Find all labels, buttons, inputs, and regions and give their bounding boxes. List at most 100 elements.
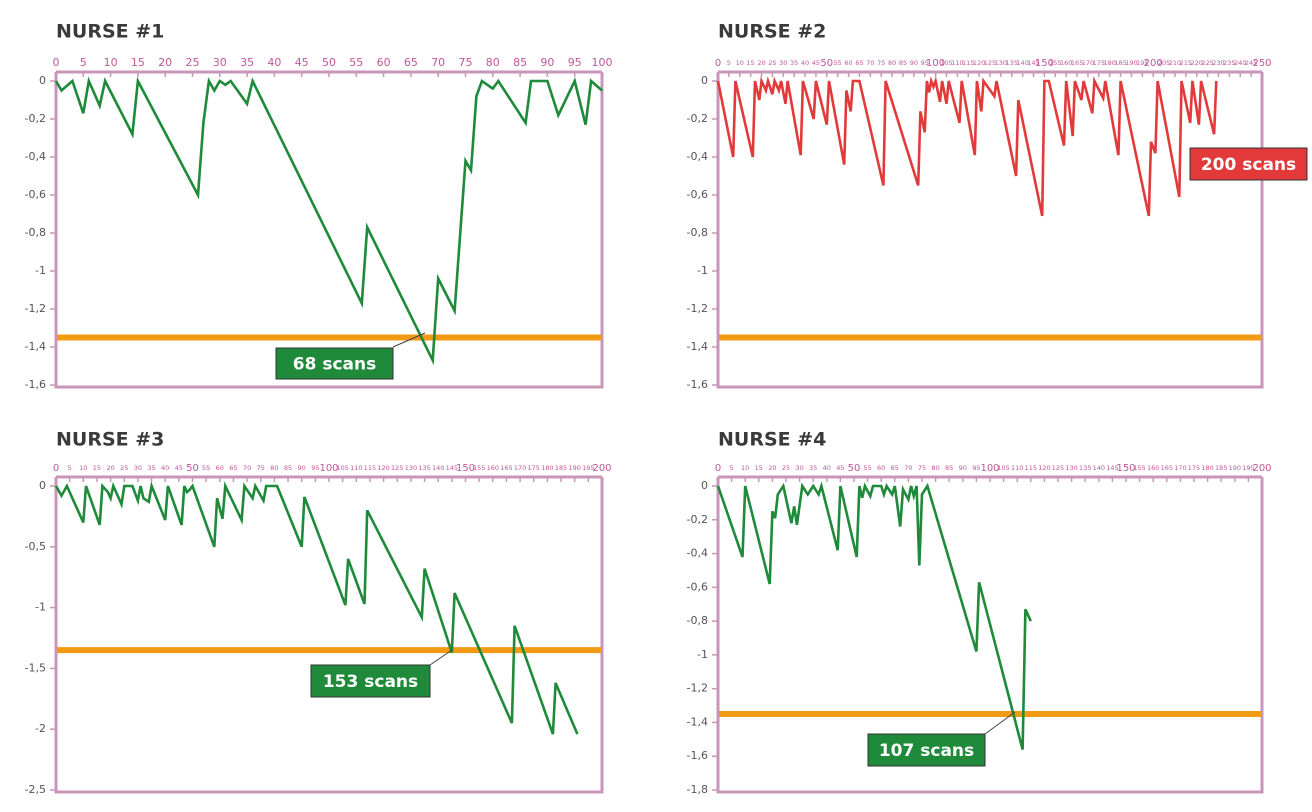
chart-title: NURSE #3 [56,429,164,451]
x-tick-label: 10 [741,464,749,472]
y-tick-label: 0 [39,74,46,87]
plot-frame [54,477,604,794]
annotation-leader [429,649,453,666]
x-tick-label: 115 [1025,464,1037,472]
x-tick-label: 110 [350,464,362,472]
x-tick-label: 80 [931,464,939,472]
x-tick-label: 125 [391,464,403,472]
x-tick-label: 180 [1103,59,1115,67]
x-tick-label: 165 [1161,464,1173,472]
x-tick-label: 10 [104,56,118,69]
x-tick-label: 40 [161,464,169,472]
x-tick-label: 50 [848,463,861,474]
x-tick-label: 15 [93,464,101,472]
chart: NURSE #3 0 5 10 15 20 25 30 35 40 45 50 55 60 65 70 75 80… [25,429,612,797]
x-tick-label: 155 [1049,59,1061,67]
data-line [54,481,579,735]
x-tick-label: 60 [377,56,391,69]
x-tick-label: 90 [540,56,554,69]
x-tick-label: 110 [1011,464,1023,472]
x-tick-label: 40 [801,59,809,67]
x-tick-label: 150 [1035,58,1054,69]
x-tick-label: 45 [295,56,309,69]
x-tick-label: 120 [1038,464,1050,472]
y-tick-label: -0,2 [687,513,708,526]
x-tick-label: 215 [1180,59,1192,67]
y-tick-label: -2 [35,722,46,735]
x-tick-label: 125 [1052,464,1064,472]
y-tick-label: -0,2 [25,112,46,125]
x-tick-label: 80 [486,56,500,69]
x-tick-label: 170 [514,464,526,472]
x-tick-label: 165 [500,464,512,472]
x-tick-label: 25 [768,59,776,67]
x-tick-label: 50 [322,56,336,69]
x-tick-label: 160 [1147,464,1159,472]
x-tick-label: 0 [715,463,721,474]
x-tick-label: 130 [1065,464,1077,472]
annotation-box [1189,147,1308,181]
plot-frame [716,477,1264,794]
x-tick-label: 40 [267,56,281,69]
x-tick-label: 75 [459,56,473,69]
x-tick-label: 50 [186,463,199,474]
x-tick-label: 170 [1082,59,1094,67]
x-tick-label: 115 [962,59,974,67]
x-tick-label: 55 [202,464,210,472]
x-tick-label: 180 [1201,464,1213,472]
x-tick-label: 170 [1174,464,1186,472]
x-tick-label: 10 [79,464,87,472]
x-tick-label: 95 [568,56,582,69]
x-tick-label: 105 [336,464,348,472]
data-line [716,76,1218,217]
x-tick-label: 140 [1093,464,1105,472]
x-tick-label: 70 [243,464,251,472]
y-tick-label: -1 [35,601,46,614]
x-tick-label: 155 [473,464,485,472]
x-tick-label: 5 [80,56,87,69]
y-tick-label: -1,2 [25,302,46,315]
chart: NURSE #20 5 10 15 20 25 30 35 40 45 50 55 60 65 70 75 80… [687,21,1308,391]
x-tick-label: 135 [1079,464,1091,472]
annotation-box [867,733,986,767]
y-tick-label: -0,6 [687,188,708,201]
x-tick-label: 20 [106,464,114,472]
x-tick-label: 250 [1252,58,1271,69]
x-tick-label: 5 [68,464,72,472]
x-tick-label: 100 [926,58,945,69]
data-line [716,481,1032,750]
y-tick-label: -0,6 [25,188,46,201]
x-tick-label: 200 [592,463,611,474]
x-tick-label: 25 [120,464,128,472]
y-tick-label: -0,8 [687,614,708,627]
x-tick-label: 185 [1215,464,1227,472]
x-tick-label: 0 [53,56,60,69]
x-tick-label: 110 [951,59,963,67]
x-tick-label: 120 [377,464,389,472]
x-tick-label: 55 [349,56,363,69]
y-tick-label: -1,5 [25,661,46,674]
x-tick-label: 165 [1071,59,1083,67]
x-tick-label: 160 [1060,59,1072,67]
x-tick-label: 100 [319,463,338,474]
chart-title: NURSE #4 [718,429,826,451]
x-tick-label: 190 [1229,464,1241,472]
y-tick-label: -1 [35,264,46,277]
x-tick-label: 140 [1016,59,1028,67]
y-tick-label: -0,4 [687,150,708,163]
chart: NURSE #1 0 5 10 15 20 25 30 35 40 45 50 55 60 65 70 75 80… [25,21,613,392]
plot-frame [54,72,604,389]
x-tick-label: 30 [795,464,803,472]
y-tick-label: -1,8 [687,783,708,796]
x-tick-label: 145 [1027,59,1039,67]
x-tick-label: 135 [418,464,430,472]
x-tick-label: 35 [240,56,254,69]
x-tick-label: 70 [904,464,912,472]
x-tick-label: 65 [855,59,863,67]
x-tick-label: 0 [53,463,59,474]
y-tick-label: -1,6 [687,749,708,762]
x-tick-label: 200 [1252,463,1271,474]
x-tick-label: 15 [746,59,754,67]
x-tick-label: 185 [555,464,567,472]
y-tick-label: -1,4 [687,715,708,728]
